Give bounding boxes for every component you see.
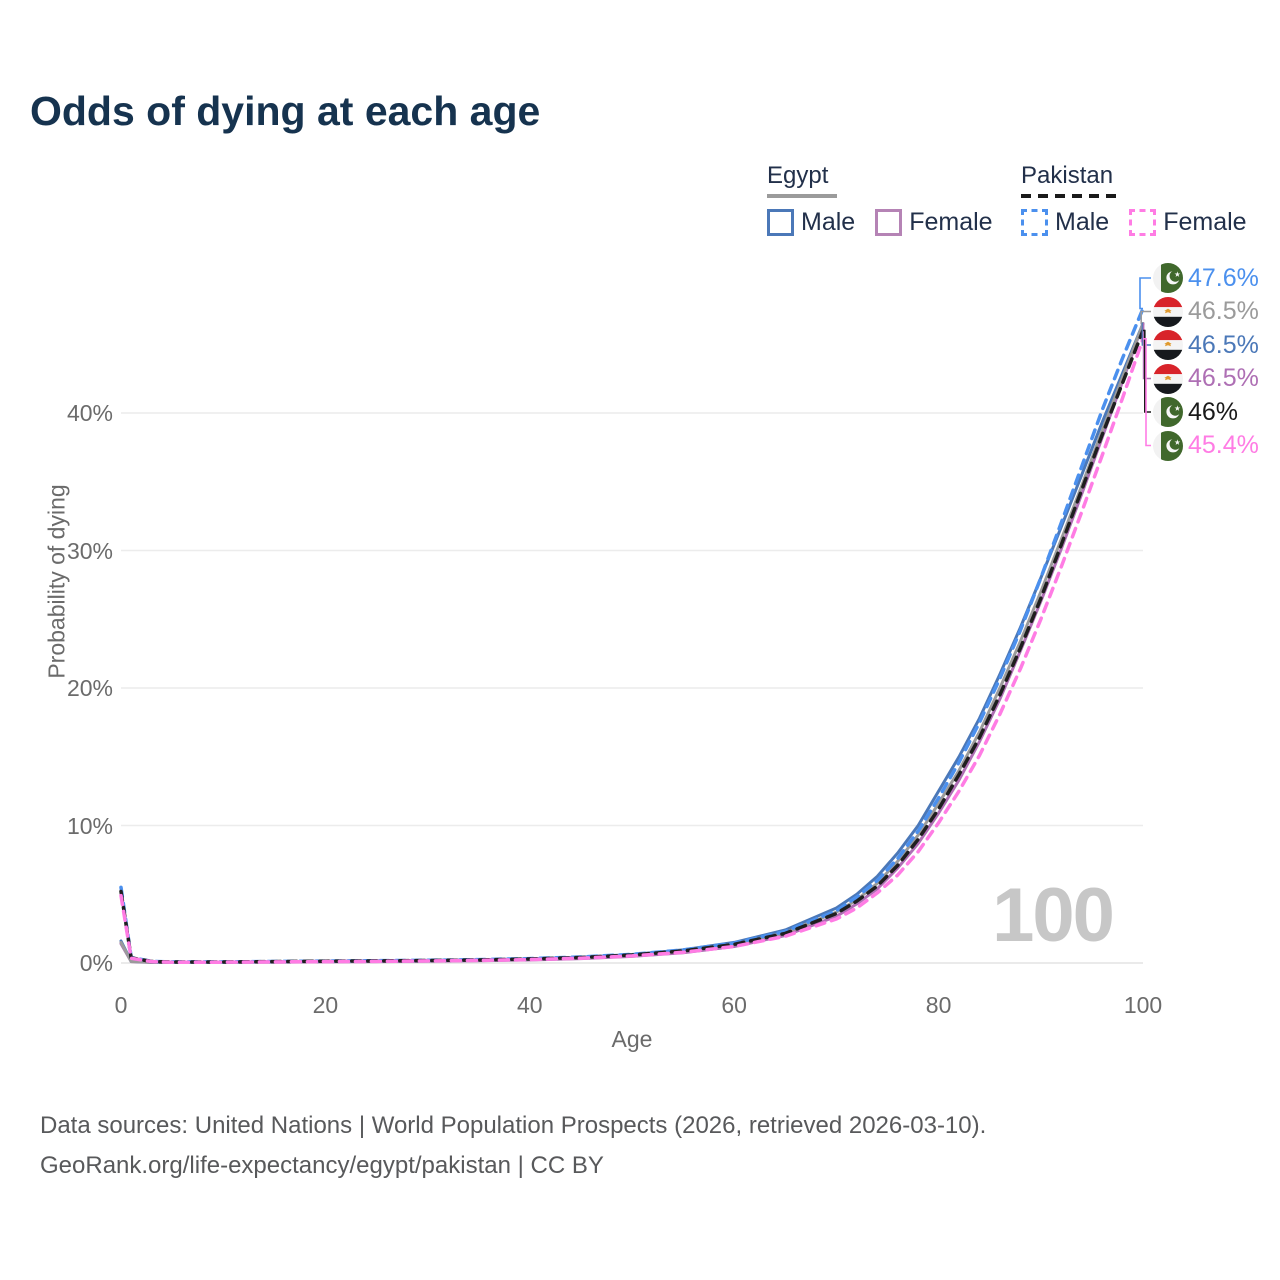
footer-line-1: Data sources: United Nations | World Pop… <box>40 1112 987 1139</box>
y-tick-label: 10% <box>66 812 113 839</box>
y-tick-label: 20% <box>66 675 113 701</box>
pakistan-dashed-line-sample <box>1021 194 1119 198</box>
end-value-label-egypt-male: 46.5% <box>1153 329 1259 361</box>
end-value-label-pakistan-female: 45.4% <box>1153 430 1259 462</box>
pakistan-female-swatch-icon <box>1129 209 1157 236</box>
line-egypt-female[interactable] <box>119 322 1145 964</box>
label-connector <box>1142 322 1151 380</box>
end-value-label-egypt-female: 46.5% <box>1153 363 1259 395</box>
page-title: Odds of dying at each age <box>30 88 541 134</box>
x-tick-label: 40 <box>517 992 543 1018</box>
end-value-text: 46% <box>1188 397 1239 426</box>
end-value-label-pakistan-male: 47.6% <box>1153 262 1259 294</box>
line-egypt-both[interactable] <box>119 322 1145 964</box>
legend-item-label: Male <box>1055 208 1110 236</box>
line-pakistan-male[interactable] <box>119 306 1145 964</box>
egypt-flag-icon <box>1153 330 1183 360</box>
end-value-text: 46.5% <box>1188 364 1259 392</box>
footer-line-2: GeoRank.org/life-expectancy/egypt/pakist… <box>40 1152 604 1179</box>
egypt-female-swatch-icon <box>875 209 903 236</box>
legend-item-label: Male <box>801 208 856 236</box>
legend-group-egypt: Egypt Male Female <box>767 162 993 237</box>
legend-item-label: Female <box>1163 208 1247 236</box>
legend-group-egypt-label: Egypt <box>767 162 829 189</box>
x-tick-label: 60 <box>721 992 747 1018</box>
x-axis-title: Age <box>611 1026 653 1052</box>
legend-item-label: Female <box>909 208 993 236</box>
legend-item-pakistan-female[interactable]: Female <box>1129 208 1247 237</box>
x-tick-label: 0 <box>114 992 128 1018</box>
end-value-label-egypt-both: 46.5% <box>1153 296 1259 328</box>
x-tick-label: 80 <box>925 992 952 1018</box>
egypt-male-swatch-icon <box>767 209 794 236</box>
y-tick-label: 30% <box>66 537 113 564</box>
end-value-text: 46.5% <box>1188 330 1259 359</box>
age-counter-watermark: 100 <box>992 873 1115 958</box>
legend-group-pakistan-label: Pakistan <box>1021 162 1114 189</box>
egypt-flag-icon <box>1153 363 1183 394</box>
label-connector <box>1143 338 1151 447</box>
pakistan-flag-icon <box>1153 397 1183 427</box>
legend-group-pakistan: Pakistan Male Female <box>1021 162 1247 237</box>
end-value-text: 47.6% <box>1188 263 1259 292</box>
legend-item-egypt-female[interactable]: Female <box>875 208 993 237</box>
pakistan-flag-icon <box>1153 430 1183 461</box>
label-connector <box>1139 277 1151 310</box>
x-tick-label: 100 <box>1123 992 1163 1018</box>
y-tick-label: 40% <box>66 400 113 426</box>
legend-item-pakistan-male[interactable]: Male <box>1021 208 1109 237</box>
line-egypt-male[interactable] <box>119 322 1145 964</box>
label-connector <box>1143 329 1151 413</box>
pakistan-flag-icon <box>1153 263 1183 293</box>
data-sources-footer: Data sources: United Nations | World Pop… <box>40 1106 986 1186</box>
end-value-text: 45.4% <box>1188 431 1259 459</box>
y-axis-title: Probability of dying <box>43 484 70 679</box>
end-value-text: 46.5% <box>1188 297 1259 325</box>
legend-item-egypt-male[interactable]: Male <box>767 208 855 237</box>
end-value-label-pakistan-both: 46% <box>1153 396 1238 428</box>
y-tick-label: 0% <box>79 950 113 976</box>
egypt-solid-line-sample <box>767 194 837 198</box>
line-pakistan-both[interactable] <box>119 328 1145 964</box>
egypt-flag-icon <box>1153 296 1183 327</box>
pakistan-male-swatch-icon <box>1021 209 1048 236</box>
x-tick-label: 20 <box>312 992 339 1018</box>
line-pakistan-female[interactable] <box>119 337 1145 964</box>
